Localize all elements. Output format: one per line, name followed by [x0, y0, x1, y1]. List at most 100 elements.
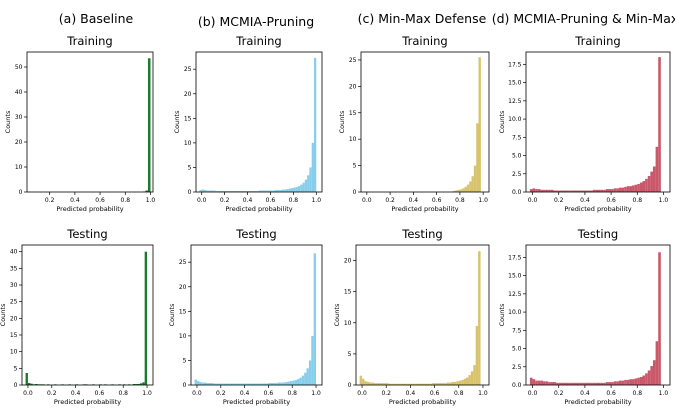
histogram-bar: [249, 383, 252, 385]
histogram-bar: [371, 382, 375, 385]
histogram-bar: [558, 382, 562, 385]
histogram-bar: [222, 191, 225, 192]
histogram-bar: [281, 189, 285, 192]
histogram-bar: [139, 383, 143, 385]
histogram-bar: [263, 383, 267, 385]
y-tick-label: 15: [179, 308, 187, 315]
y-tick-label: 10.0: [508, 116, 522, 123]
histogram-bar: [266, 383, 269, 385]
histogram-bar: [301, 375, 305, 385]
y-tick-label: 25: [349, 57, 357, 64]
x-tick-label: 1.0: [142, 390, 152, 397]
histogram-bar: [618, 187, 622, 193]
x-tick-label: 1.0: [311, 390, 321, 397]
histogram-bar: [468, 375, 471, 385]
y-axis-label: Counts: [168, 303, 176, 326]
histogram-bar: [645, 373, 648, 385]
histogram-bar: [220, 383, 224, 385]
histogram-bar: [292, 380, 295, 385]
histogram-bar: [655, 341, 659, 385]
histogram-bar: [407, 383, 411, 385]
histogram-bar: [223, 383, 226, 385]
histogram-bar: [647, 175, 651, 192]
y-axis-label: Counts: [333, 303, 341, 326]
histogram-bar: [30, 383, 33, 385]
histogram-bar: [294, 380, 297, 385]
histogram-bar: [213, 190, 216, 192]
y-tick-label: 0.0: [512, 382, 522, 389]
histogram-panel: 0.0 0.2 0.4 0.6 0.8 1.0 0 5 10 15 20 25 Training Pred…: [338, 34, 490, 213]
axes-frame: [360, 51, 490, 193]
histogram-bar: [386, 383, 389, 385]
histogram-bar: [569, 382, 572, 385]
histogram-bar: [275, 383, 278, 385]
histogram-bar: [550, 382, 554, 385]
histogram-bar: [540, 380, 544, 386]
histogram-bar: [422, 383, 425, 385]
y-tick-label: 15.0: [508, 273, 522, 280]
histogram-bar: [658, 57, 661, 192]
histogram-bar: [563, 382, 567, 385]
x-tick-label: 1.0: [146, 197, 156, 204]
column-title-min-max: (c) Min-Max Defense: [358, 11, 487, 26]
histogram-bar: [137, 384, 140, 385]
y-tick-label: 25: [179, 259, 187, 266]
y-tick-label: 20: [15, 139, 23, 146]
histogram-bar: [553, 382, 557, 385]
histogram-bar: [452, 190, 456, 192]
y-tick-label: 5: [14, 365, 18, 372]
histogram-bar: [532, 379, 536, 385]
histogram-bar: [427, 383, 430, 385]
histogram-bar: [196, 381, 200, 385]
histogram-bar: [556, 190, 559, 192]
histogram-bar: [545, 189, 549, 192]
x-tick-label: 0.6: [95, 197, 105, 204]
panel-title: Training: [401, 34, 447, 48]
histogram-bar: [658, 252, 661, 385]
histogram-bar: [229, 191, 232, 192]
y-axis-label: Counts: [4, 110, 12, 133]
histogram-bar: [247, 191, 250, 192]
histogram-bar: [259, 190, 262, 192]
y-tick-label: 20: [179, 284, 187, 291]
x-tick-label: 0.8: [632, 390, 642, 397]
histogram-bar: [132, 384, 136, 385]
histogram-bar: [287, 381, 290, 385]
histogram-bar: [437, 383, 440, 385]
x-tick-label: 1.0: [659, 197, 669, 204]
histogram-bar: [251, 383, 255, 385]
histogram-bar: [587, 382, 591, 385]
column-title-combined: (d) MCMIA‐Pruning & Min-Max: [492, 11, 675, 26]
y-tick-label: 10: [344, 320, 352, 327]
histogram-bar: [634, 184, 638, 192]
y-tick-label: 20: [349, 83, 357, 90]
histogram-bar: [613, 188, 617, 192]
x-tick-label: 0.0: [192, 390, 202, 397]
histogram-bar: [237, 383, 240, 385]
histogram-bar: [466, 377, 469, 385]
histogram-bar: [600, 189, 604, 192]
x-tick-label: 0.2: [220, 197, 230, 204]
histogram-bar: [211, 383, 214, 385]
histogram-bar: [475, 325, 479, 385]
y-tick-label: 30: [10, 282, 18, 289]
x-tick-label: 0.8: [121, 197, 131, 204]
histogram-bar: [632, 185, 635, 192]
histogram-bar: [558, 190, 562, 192]
panel-title: Testing: [401, 227, 442, 241]
histogram-bar: [27, 383, 31, 385]
histogram-bar: [364, 381, 367, 385]
histogram-bar: [220, 191, 223, 192]
y-tick-label: 7.5: [512, 327, 522, 334]
histogram-bar: [230, 383, 233, 385]
y-tick-label: 20: [344, 258, 352, 265]
x-tick-label: 0.0: [23, 390, 33, 397]
histogram-bar: [410, 383, 413, 385]
histogram-bar: [240, 191, 243, 192]
histogram-bar: [473, 365, 476, 385]
x-tick-label: 0.8: [632, 197, 642, 204]
histogram-bar: [239, 383, 243, 385]
histogram-bar: [199, 382, 202, 385]
y-tick-label: 20: [184, 91, 192, 98]
panel-title: Training: [235, 34, 281, 48]
